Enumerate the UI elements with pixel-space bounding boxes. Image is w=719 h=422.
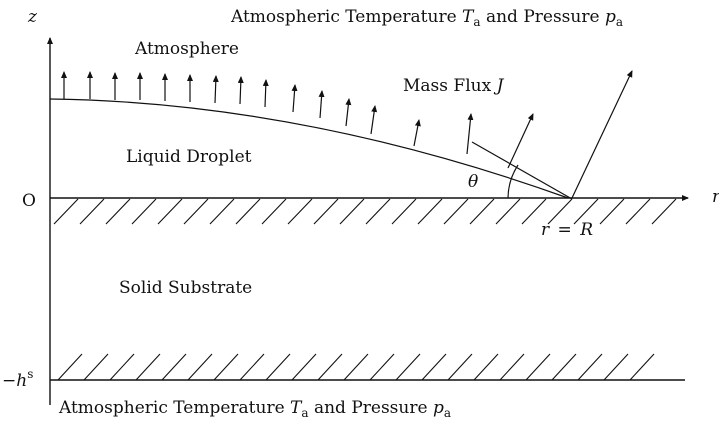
contact-tangent-line [471, 141, 573, 200]
substrate-thickness-label: −hs [2, 367, 33, 391]
hatch-line [525, 353, 551, 381]
hatch-line [629, 353, 655, 381]
mass-flux-arrow [507, 113, 534, 169]
hatch-line [209, 198, 235, 225]
mass-flux-arrow [413, 119, 421, 147]
mass-flux-arrow [212, 75, 219, 104]
hatch-line [547, 198, 573, 225]
mass-flux-arrow [237, 76, 244, 105]
solid-substrate-label: Solid Substrate [119, 278, 252, 298]
bottom-ambient-condition: Atmospheric Temperature Ta and Pressure … [58, 398, 451, 422]
mass-flux-arrow [318, 90, 325, 119]
hatch-line [625, 198, 651, 225]
hatch-line [291, 353, 317, 381]
hatch-line [105, 198, 131, 225]
hatch-line [339, 198, 365, 225]
hatch-line [317, 353, 343, 381]
hatch-line [135, 353, 161, 381]
mass-flux-arrow [262, 79, 269, 108]
hatch-line [161, 353, 187, 381]
mass-flux-arrow [466, 113, 474, 155]
liquid-droplet-label: Liquid Droplet [126, 147, 252, 167]
hatch-line [473, 353, 499, 381]
hatch-line [313, 198, 339, 225]
hatch-line [417, 198, 443, 225]
z-axis-label: z [27, 7, 38, 27]
contact-angle-arc [507, 164, 519, 199]
hatch-line [53, 198, 79, 225]
mass-flux-arrow [370, 105, 378, 135]
droplet-free-surface [49, 98, 569, 199]
hatch-line [265, 353, 291, 381]
hatch-line [469, 198, 495, 225]
hatch-line [187, 353, 213, 381]
contact-line-label: r = R [541, 220, 593, 240]
hatch-line [395, 353, 421, 381]
hatch-line [577, 353, 603, 381]
hatch-line [551, 353, 577, 381]
hatch-line [287, 198, 313, 225]
r-axis-label: r [712, 187, 719, 207]
mass-flux-arrow [291, 84, 298, 113]
hatch-line [369, 353, 395, 381]
hatch-line [235, 198, 261, 225]
mass-flux-label: Mass Flux J [403, 76, 505, 96]
hatch-line [83, 353, 109, 381]
mass-flux-arrow [345, 98, 352, 127]
hatch-line [499, 353, 525, 381]
hatch-line [447, 353, 473, 381]
mass-flux-arrows [61, 70, 633, 199]
contact-angle-label: θ [468, 172, 478, 192]
hatch-line [573, 198, 599, 225]
hatch-line [109, 353, 135, 381]
hatch-line [343, 353, 369, 381]
hatch-line [603, 353, 629, 381]
hatch-line [239, 353, 265, 381]
hatch-line [391, 198, 417, 225]
substrate-top-hatching [53, 198, 677, 225]
top-ambient-condition: Atmospheric Temperature Ta and Pressure … [230, 7, 623, 31]
mass-flux-arrow [571, 70, 633, 199]
hatch-line [443, 198, 469, 225]
hatch-line [57, 353, 83, 381]
hatch-line [213, 353, 239, 381]
origin-label: O [22, 191, 36, 211]
hatch-line [599, 198, 625, 225]
hatch-line [183, 198, 209, 225]
hatch-line [521, 198, 547, 225]
hatch-line [131, 198, 157, 225]
hatch-line [157, 198, 183, 225]
atmosphere-label: Atmosphere [134, 39, 239, 59]
hatch-line [365, 198, 391, 225]
hatch-line [421, 353, 447, 381]
hatch-line [495, 198, 521, 225]
hatch-line [651, 198, 677, 225]
hatch-line [261, 198, 287, 225]
hatch-line [79, 198, 105, 225]
substrate-bottom-hatching [57, 353, 655, 381]
